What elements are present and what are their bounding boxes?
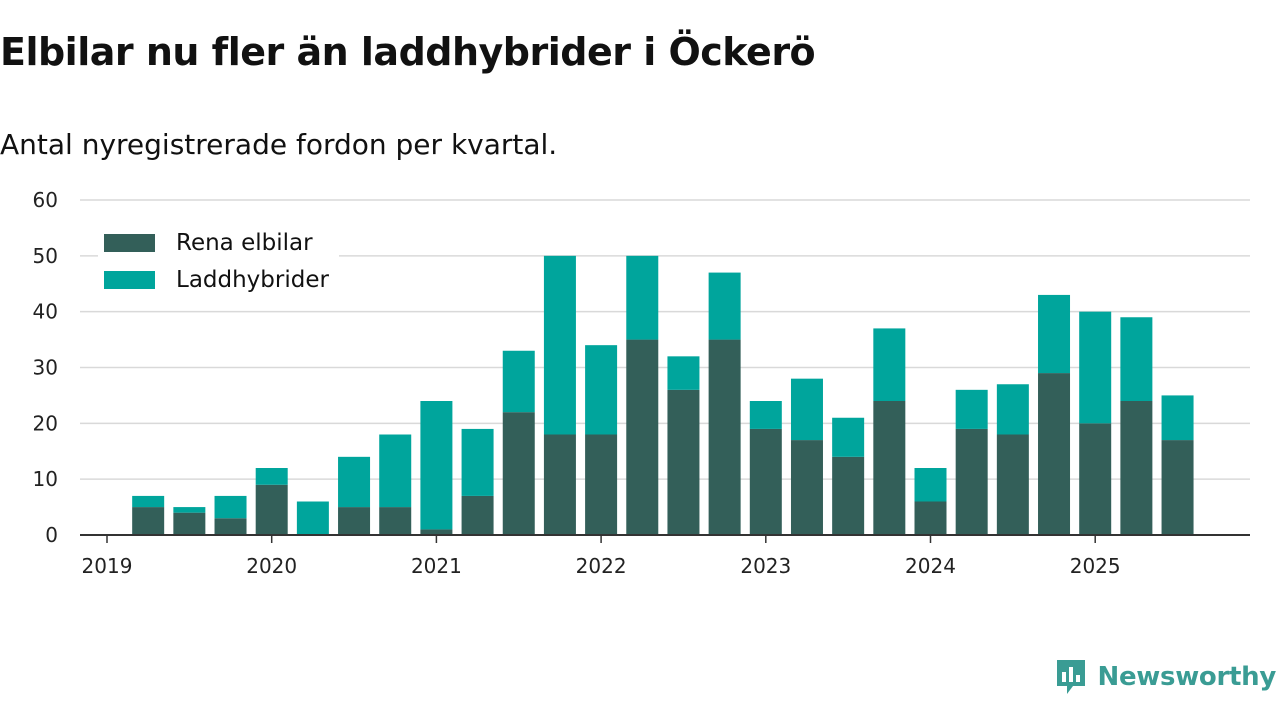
brand: Newsworthy xyxy=(1054,658,1276,696)
bar-laddhybrider-2021-q1 xyxy=(420,401,453,530)
bar-rena-elbilar-2024-q2 xyxy=(955,428,988,535)
bar-rena-elbilar-2021-q1 xyxy=(420,529,453,535)
y-tick-label-60: 60 xyxy=(33,188,58,212)
x-tick-label-2023: 2023 xyxy=(740,554,791,578)
y-tick-label-10: 10 xyxy=(33,467,58,491)
x-tick-label-2024: 2024 xyxy=(905,554,956,578)
newsworthy-logo-icon xyxy=(1056,660,1085,694)
brand-name: Newsworthy xyxy=(1097,662,1277,692)
bar-rena-elbilar-2022-q2 xyxy=(626,339,659,535)
x-tick-label-2020: 2020 xyxy=(246,554,297,578)
x-tick-label-2022: 2022 xyxy=(576,554,627,578)
bar-rena-elbilar-2023-q1 xyxy=(749,428,782,535)
bar-rena-elbilar-2021-q3 xyxy=(502,412,535,535)
y-tick-label-40: 40 xyxy=(33,300,58,324)
bar-laddhybrider-2020-q4 xyxy=(379,434,412,508)
y-tick-label-0: 0 xyxy=(45,523,58,547)
bar-rena-elbilar-2019-q2 xyxy=(132,507,165,535)
bar-rena-elbilar-2025-q3 xyxy=(1161,440,1194,535)
bar-rena-elbilar-2024-q4 xyxy=(1038,373,1071,535)
legend-item-laddhybrider: Laddhybrider xyxy=(104,261,329,298)
bar-laddhybrider-2019-q2 xyxy=(132,495,165,508)
bar-rena-elbilar-2021-q4 xyxy=(543,434,576,535)
bar-laddhybrider-2023-q3 xyxy=(832,417,865,457)
bar-laddhybrider-2025-q2 xyxy=(1120,317,1153,401)
y-tick-label-50: 50 xyxy=(33,244,58,268)
bar-laddhybrider-2021-q2 xyxy=(461,428,494,496)
bar-rena-elbilar-2020-q1 xyxy=(255,484,288,535)
bar-laddhybrider-2020-q1 xyxy=(255,468,288,485)
legend-swatch-rena-elbilar xyxy=(104,233,155,252)
bar-laddhybrider-2023-q1 xyxy=(749,401,782,429)
bar-rena-elbilar-2022-q4 xyxy=(708,339,741,535)
bar-rena-elbilar-2021-q2 xyxy=(461,495,494,535)
bar-rena-elbilar-2024-q3 xyxy=(996,434,1029,535)
legend-label-laddhybrider: Laddhybrider xyxy=(176,266,329,293)
x-tick-label-2025: 2025 xyxy=(1070,554,1121,578)
chart-title: Elbilar nu fler än laddhybrider i Öckerö xyxy=(0,30,816,74)
legend-swatch-laddhybrider xyxy=(104,270,155,289)
bar-laddhybrider-2024-q4 xyxy=(1038,294,1071,374)
bars xyxy=(132,255,1194,535)
y-tick-label-30: 30 xyxy=(33,356,58,380)
bar-laddhybrider-2023-q4 xyxy=(873,328,906,401)
bar-rena-elbilar-2023-q3 xyxy=(832,456,865,535)
bar-laddhybrider-2019-q4 xyxy=(214,495,247,519)
x-tick-label-2019: 2019 xyxy=(82,554,133,578)
bar-rena-elbilar-2020-q4 xyxy=(379,507,412,535)
bar-laddhybrider-2021-q4 xyxy=(543,255,576,435)
bar-laddhybrider-2024-q3 xyxy=(996,384,1029,435)
bar-rena-elbilar-2022-q1 xyxy=(585,434,618,535)
bar-rena-elbilar-2019-q4 xyxy=(214,518,247,535)
legend-item-rena-elbilar: Rena elbilar xyxy=(104,224,329,261)
bar-laddhybrider-2024-q2 xyxy=(955,389,988,429)
bar-rena-elbilar-2023-q4 xyxy=(873,401,906,535)
bar-laddhybrider-2024-q1 xyxy=(914,468,947,502)
axes: 0 10 20 30 40 50 60 2019 2020 2021 2022 2023 2024 202… xyxy=(33,188,1250,578)
y-tick-label-20: 20 xyxy=(33,411,58,435)
bar-rena-elbilar-2025-q1 xyxy=(1079,423,1112,535)
bar-rena-elbilar-2025-q2 xyxy=(1120,401,1153,535)
bar-rena-elbilar-2022-q3 xyxy=(667,389,700,535)
bar-rena-elbilar-2023-q2 xyxy=(790,440,823,535)
legend-label-rena-elbilar: Rena elbilar xyxy=(176,229,313,256)
bar-laddhybrider-2022-q1 xyxy=(585,345,618,435)
bar-laddhybrider-2025-q1 xyxy=(1079,311,1112,424)
bar-laddhybrider-2020-q3 xyxy=(338,456,371,508)
x-tick-label-2021: 2021 xyxy=(411,554,462,578)
bar-laddhybrider-2022-q2 xyxy=(626,255,659,340)
bar-laddhybrider-2019-q3 xyxy=(173,507,206,513)
bar-laddhybrider-2025-q3 xyxy=(1161,395,1194,441)
bar-laddhybrider-2023-q2 xyxy=(790,378,823,441)
bar-laddhybrider-2022-q3 xyxy=(667,356,700,390)
bar-rena-elbilar-2019-q3 xyxy=(173,512,206,535)
bar-laddhybrider-2021-q3 xyxy=(502,350,535,413)
bar-rena-elbilar-2020-q3 xyxy=(338,507,371,535)
bar-rena-elbilar-2024-q1 xyxy=(914,501,947,535)
chart-subtitle: Antal nyregistrerade fordon per kvartal. xyxy=(0,128,558,161)
bar-laddhybrider-2022-q4 xyxy=(708,272,741,340)
legend: Rena elbilar Laddhybrider xyxy=(98,220,339,302)
bar-laddhybrider-2020-q2 xyxy=(296,501,329,535)
